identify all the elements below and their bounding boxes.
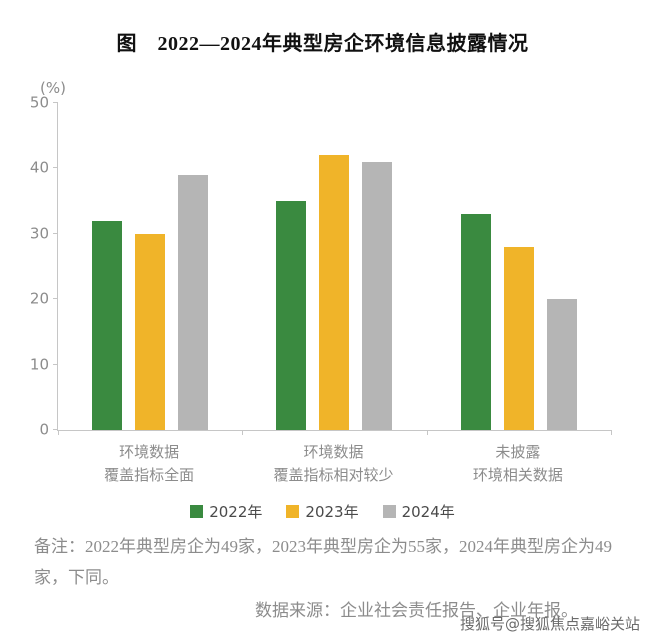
x-tick-mark (426, 430, 428, 435)
bar-2022年 (276, 201, 307, 430)
bar-group (58, 103, 242, 430)
legend-item: 2023年 (286, 501, 359, 522)
y-tick-label: 20 (29, 289, 49, 308)
y-tick-label: 50 (29, 93, 49, 112)
legend-label: 2022年 (209, 503, 263, 521)
y-tick-mark (53, 167, 58, 169)
bar-2024年 (546, 299, 577, 430)
y-tick-label: 10 (29, 355, 49, 374)
y-tick-label: 0 (39, 420, 49, 439)
x-tick-mark (58, 430, 59, 435)
bar-group (427, 103, 611, 430)
x-category-label: 环境数据 覆盖指标相对较少 (273, 443, 394, 485)
y-tick-mark (53, 232, 58, 234)
remark-note: 备注：2022年典型房企为49家，2023年典型房企为55家，2024年典型房企… (34, 537, 612, 588)
bar-2022年 (92, 220, 123, 430)
x-tick-mark (611, 430, 612, 435)
legend-item: 2022年 (190, 501, 262, 522)
y-tick-mark (53, 363, 58, 365)
legend-swatch (286, 505, 300, 518)
x-labels: 环境数据 覆盖指标全面 环境数据 覆盖指标相对较少 未披露 环境相关数据 (57, 441, 610, 488)
legend-label: 2024年 (401, 503, 455, 521)
data-source-note: 数据来源：企业社会责任报告、企业年报。 (255, 601, 578, 620)
y-axis-unit-label: (%) (40, 79, 66, 97)
legend-swatch (382, 505, 396, 518)
chart-title: 图 2022—2024年典型房企环境信息披露情况 (116, 33, 529, 55)
bar-2023年 (135, 233, 166, 430)
y-tick-mark (53, 102, 58, 103)
bar-2023年 (503, 246, 534, 430)
x-tick-mark (242, 430, 244, 435)
bar-group (242, 103, 426, 430)
legend-swatch (190, 505, 204, 518)
legend-label: 2023年 (305, 503, 359, 521)
y-tick-label: 40 (29, 158, 49, 177)
x-category-label: 环境数据 覆盖指标全面 (104, 443, 195, 485)
bar-2022年 (460, 214, 491, 430)
bar-2024年 (362, 161, 393, 430)
bar-2024年 (178, 174, 209, 430)
y-tick-mark (53, 429, 58, 430)
y-tick-label: 30 (29, 224, 49, 243)
plot-area: 0 10 20 30 40 50 (30, 95, 612, 437)
legend: 2022年 2023年 2024年 (0, 501, 645, 522)
x-category-label: 未披露 环境相关数据 (472, 443, 563, 485)
y-tick-mark (53, 298, 58, 300)
bar-groups (58, 103, 611, 430)
legend-item: 2024年 (382, 501, 455, 522)
watermark: 搜狐号@搜狐焦点嘉峪关站 (459, 615, 640, 633)
bar-2023年 (319, 155, 350, 430)
